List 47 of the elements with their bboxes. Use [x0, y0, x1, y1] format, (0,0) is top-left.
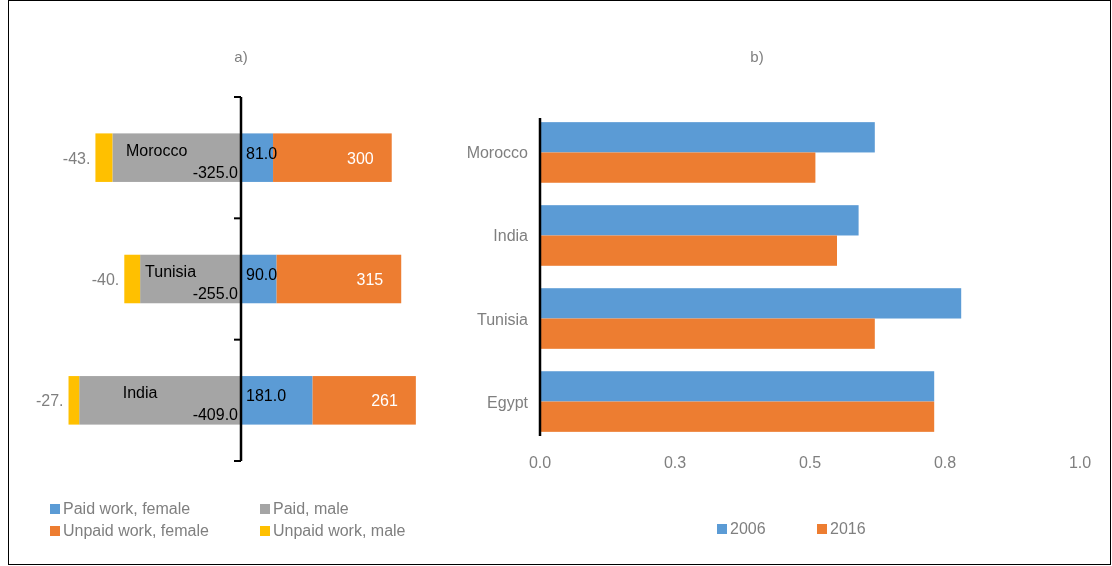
x-tick-label: 0.3 [663, 454, 687, 471]
bar [540, 371, 935, 402]
data-label: -325.0 [192, 163, 239, 181]
x-tick-label: 0.5 [798, 454, 822, 471]
legend-label: Paid work, female [63, 500, 191, 517]
data-label: -409.0 [192, 406, 239, 424]
x-tick-label: 0.8 [933, 454, 957, 471]
legend-label: Unpaid work, female [63, 522, 209, 539]
x-tick-label: 0.0 [528, 454, 552, 471]
bar [540, 205, 859, 236]
y-tick-label: India [493, 227, 529, 245]
y-tick-label: Tunisia [477, 310, 529, 328]
bar [241, 376, 313, 425]
bar [540, 152, 816, 183]
chart-title: a) [234, 48, 248, 65]
data-label: 90.0 [246, 266, 278, 283]
bar [540, 288, 962, 319]
data-label: -255.0 [192, 285, 239, 302]
y-tick-label: Tunisia [145, 263, 197, 280]
legend-label: 2016 [830, 520, 866, 537]
bar [540, 401, 935, 432]
bar [112, 133, 241, 182]
data-label: -40. [91, 271, 120, 288]
chart-title: b) [750, 48, 764, 65]
y-tick-label: Morocco [126, 141, 188, 159]
bar [124, 254, 141, 304]
legend-label: Paid, male [273, 500, 349, 517]
data-label: -43. [62, 149, 91, 167]
legend-label: Unpaid work, male [273, 522, 406, 539]
legend-label: 2006 [730, 520, 766, 537]
bar [540, 122, 875, 153]
y-tick-label: Egypt [487, 393, 529, 411]
data-label: 300 [347, 149, 374, 167]
y-tick-label: Morocco [466, 144, 529, 162]
bar [540, 235, 837, 266]
bar [312, 376, 416, 425]
bar [68, 376, 80, 425]
data-label: 261 [371, 392, 398, 410]
bar [276, 254, 402, 304]
data-label: -27. [35, 392, 64, 410]
data-label: 315 [356, 271, 384, 288]
data-label: 181.0 [246, 387, 287, 405]
bar [79, 376, 241, 425]
bar [540, 318, 875, 349]
bar [95, 133, 113, 182]
x-tick-label: 1.0 [1068, 454, 1092, 471]
y-tick-label: India [122, 384, 158, 402]
